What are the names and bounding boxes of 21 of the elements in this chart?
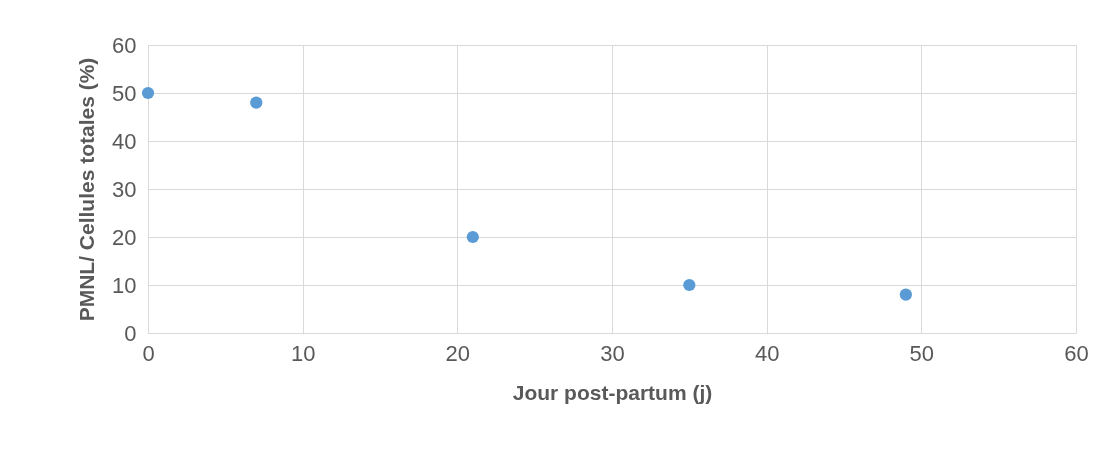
point	[141, 86, 155, 100]
point	[899, 288, 912, 301]
y-tick-label: 60	[112, 32, 137, 58]
y-tick-label: 40	[112, 128, 137, 154]
x-tick-label: 20	[445, 340, 471, 366]
x-tick-label: 50	[909, 340, 935, 366]
x-axis-title: Jour post-partum (j)	[512, 380, 713, 404]
y-tick-label: 20	[112, 224, 137, 250]
y-tick-label: 50	[112, 80, 137, 106]
x-tick-label: 10	[290, 340, 316, 366]
x-tick-label: 40	[754, 340, 780, 366]
point	[466, 230, 479, 244]
point	[250, 96, 263, 109]
x-tick-label: 30	[600, 340, 625, 366]
point	[683, 278, 696, 292]
y-tick-label: 10	[112, 272, 137, 298]
x-tick-label: 0	[142, 340, 155, 366]
y-tick-label: 0	[124, 320, 137, 346]
y-tick-label: 30	[112, 176, 137, 202]
y-axis-title: PMNL/ Cellules totales (%)	[75, 57, 99, 322]
x-tick-label: 60	[1064, 340, 1089, 366]
